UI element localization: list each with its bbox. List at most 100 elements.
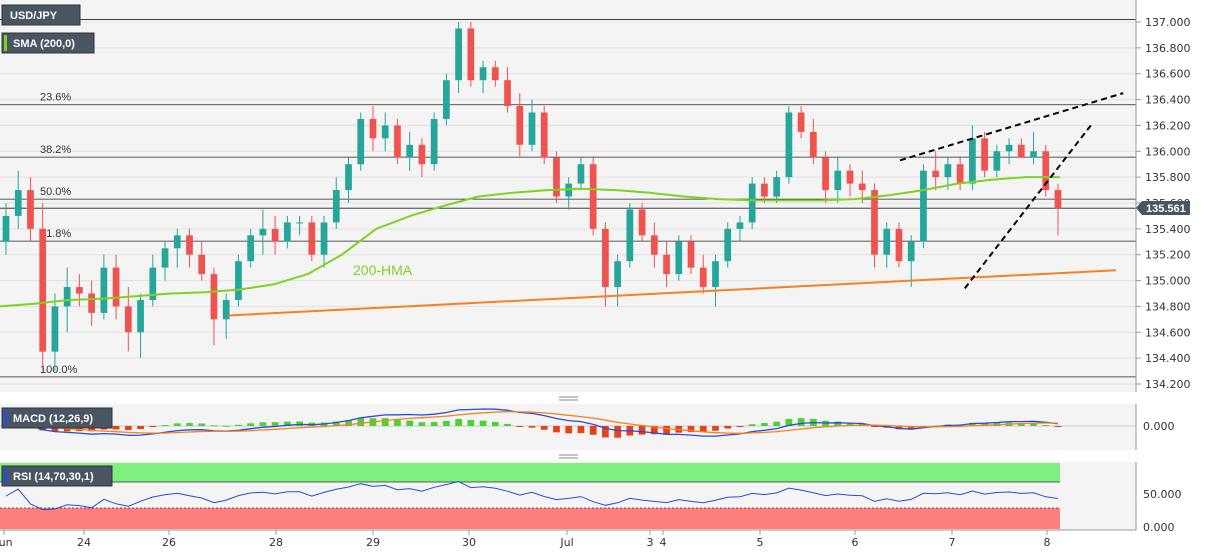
- macd-histogram-bar: [345, 420, 352, 426]
- candle-body: [540, 112, 548, 158]
- candle-body: [467, 28, 475, 81]
- fib-label: 61.8%: [40, 228, 71, 240]
- symbol-badge[interactable]: USD/JPY: [1, 4, 81, 26]
- macd-histogram-bar: [51, 426, 59, 432]
- candle-body: [834, 170, 842, 191]
- candle-body: [969, 138, 976, 184]
- main-ytick-label: 134.800: [1145, 300, 1191, 313]
- macd-histogram-bar: [589, 426, 597, 435]
- xtick-label: 3: [647, 536, 654, 549]
- candle-body: [712, 261, 719, 288]
- xtick-label: Jul: [559, 536, 573, 549]
- candle-body: [577, 164, 585, 184]
- macd-histogram-bar: [357, 418, 365, 426]
- macd-histogram-bar: [577, 426, 585, 434]
- fib-label: 50.0%: [40, 186, 71, 198]
- candle-body: [809, 131, 817, 158]
- resize-handle-2[interactable]: [559, 454, 578, 459]
- candle-body: [675, 241, 683, 275]
- hma-200-line: [0, 176, 1060, 308]
- main-ytick-label: 136.800: [1145, 42, 1191, 55]
- sma-badge[interactable]: SMA (200,0): [1, 32, 95, 54]
- wedge-lower-line: [964, 124, 1092, 289]
- macd-histogram-bar: [748, 424, 756, 426]
- candle-body: [663, 254, 670, 275]
- xtick-label: 8: [1044, 536, 1051, 549]
- macd-histogram-bar: [406, 420, 414, 426]
- macd-histogram-bar: [210, 425, 218, 427]
- candle-body: [993, 151, 1001, 171]
- macd-histogram-bar: [1042, 425, 1050, 427]
- macd-histogram-bar: [663, 426, 670, 435]
- macd-histogram-bar: [602, 426, 609, 438]
- macd-histogram-bar: [687, 426, 695, 433]
- candle-body: [332, 190, 340, 223]
- candle-body: [198, 254, 206, 275]
- macd-histogram-bar: [773, 421, 781, 426]
- rsi-badge-swatch: [4, 468, 7, 484]
- resize-handle-1[interactable]: [559, 396, 578, 401]
- candle-body: [858, 183, 866, 191]
- candle-body: [357, 118, 365, 165]
- macd-histogram-bar: [724, 426, 732, 429]
- candle-body: [222, 299, 230, 320]
- candle-body: [1042, 151, 1050, 191]
- macd-histogram-bar: [198, 423, 206, 426]
- rsi-oversold-band: [0, 508, 1060, 529]
- macd-histogram-bar: [491, 421, 499, 426]
- xtick-label: 7: [949, 536, 956, 549]
- candle-body: [112, 267, 120, 307]
- macd-histogram-bar: [161, 425, 169, 427]
- candle-body: [381, 125, 389, 139]
- candlesticks: [2, 22, 1062, 372]
- candle-body: [516, 106, 524, 145]
- candle-body: [161, 248, 169, 268]
- macd-histogram-bar: [332, 421, 340, 426]
- sma-badge-bg: [1, 32, 95, 54]
- candle-body: [956, 164, 964, 184]
- candle-body: [137, 299, 144, 333]
- rsi-badge-bg: [1, 465, 113, 487]
- main-ytick-label: 136.200: [1145, 119, 1191, 132]
- xtick-label: 4: [660, 536, 667, 549]
- fib-label: 100.0%: [40, 364, 78, 376]
- main-ytick-label: 135.400: [1145, 223, 1191, 236]
- main-ytick-label: 136.400: [1145, 94, 1191, 107]
- macd-histogram-bar: [504, 423, 511, 426]
- candle-body: [149, 267, 157, 300]
- candle-body: [822, 157, 829, 191]
- macd-histogram-bar: [173, 423, 181, 426]
- macd-histogram-bar: [88, 426, 95, 432]
- macd-histogram-bar: [565, 426, 573, 434]
- macd-histogram-bar: [443, 420, 450, 426]
- main-ytick-label: 134.200: [1145, 378, 1191, 391]
- candle-body: [895, 228, 903, 262]
- candle-body: [76, 287, 83, 294]
- rsi-badge-text: RSI (14,70,30,1): [13, 471, 94, 483]
- candle-body: [63, 287, 71, 307]
- candle-body: [479, 67, 487, 81]
- main-ytick-label: 136.000: [1145, 145, 1191, 158]
- candle-body: [259, 228, 267, 236]
- macd-histogram-bar: [1017, 423, 1025, 426]
- macd-histogram-bar: [124, 426, 132, 431]
- xtick-label: 28: [269, 536, 283, 549]
- hma-annotation: 200-HMA: [353, 262, 413, 278]
- rsi-badge[interactable]: RSI (14,70,30,1): [1, 465, 113, 487]
- candle-body: [907, 241, 915, 262]
- candle-body: [455, 28, 462, 81]
- candle-body: [369, 118, 377, 139]
- sma-badge-text: SMA (200,0): [13, 38, 75, 50]
- candle-body: [100, 267, 108, 313]
- rsi-ytick-0: 0.000: [1143, 521, 1175, 534]
- candle-body: [504, 80, 511, 107]
- macd-histogram-bar: [761, 423, 768, 426]
- macd-badge[interactable]: MACD (12,26,9): [1, 407, 113, 429]
- sma-badge-swatch: [4, 35, 7, 51]
- candle-body: [638, 209, 646, 236]
- macd-histogram-bar: [418, 422, 426, 426]
- macd-histogram-bar: [553, 426, 560, 433]
- candle-body: [1054, 190, 1062, 209]
- macd-histogram-bar: [467, 419, 475, 426]
